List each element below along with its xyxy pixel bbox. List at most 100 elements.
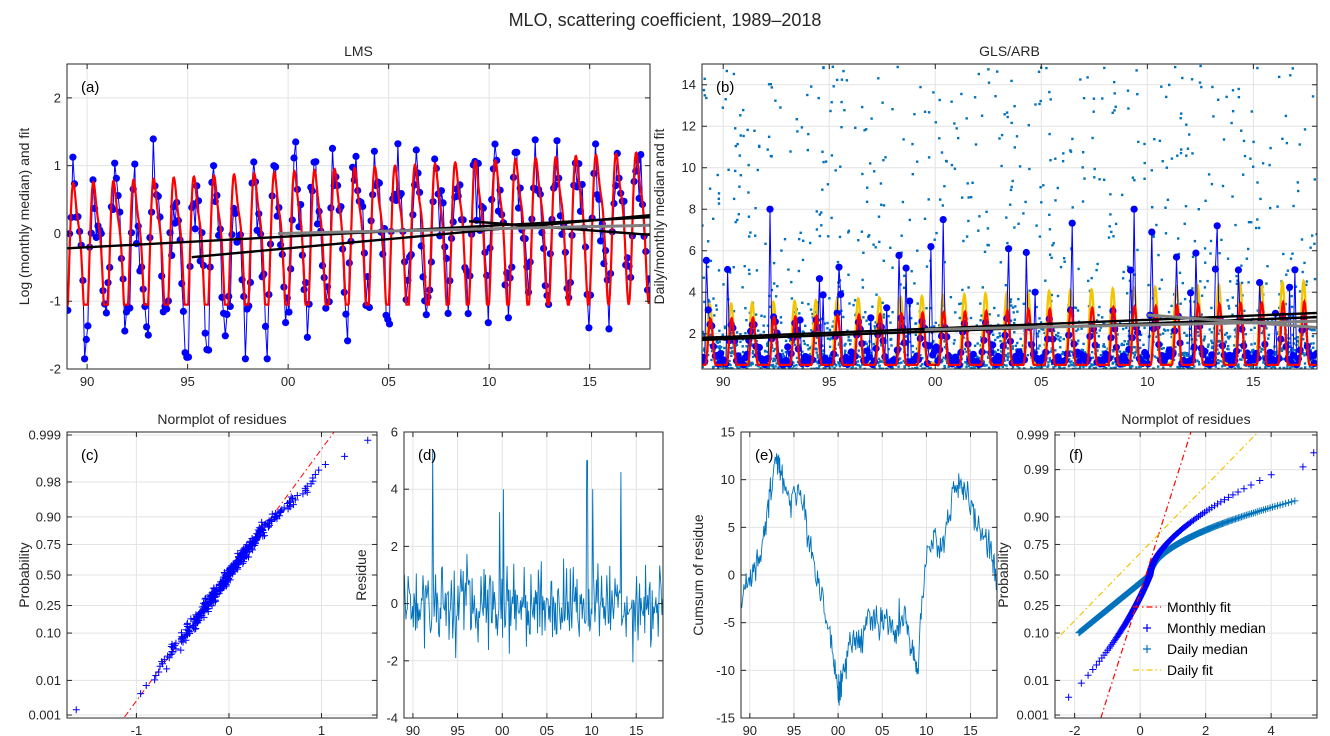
daily-point [1087,279,1090,283]
panel-tag: (f) [1069,447,1083,464]
residue-point [142,682,150,690]
daily-point [1313,329,1316,332]
daily-point [938,137,941,140]
daily-point [1311,335,1315,338]
daily-point [1188,366,1192,369]
monthly-median-point [1266,348,1274,357]
daily-point [1082,342,1085,346]
residue-point [168,640,176,648]
residue-point [163,665,171,673]
daily-point [738,154,741,157]
daily-point [1284,114,1288,118]
daily-point [734,220,737,224]
daily-point [1010,185,1013,189]
daily-point [821,150,824,153]
daily-point [965,365,968,369]
series-seasonal-fit [67,151,650,306]
daily-point [769,364,772,367]
x-tick-label: -1 [131,723,143,736]
daily-point [775,362,778,365]
daily-point [1037,70,1041,73]
y-tick-label: 0.99 [1024,462,1049,477]
daily-point [930,341,933,345]
daily-point [838,361,842,364]
monthly-median-point [865,353,873,361]
residue-point [177,646,185,654]
daily-point [1017,297,1020,301]
daily-point [1092,110,1095,113]
daily-point [916,160,919,163]
daily-point [730,331,733,335]
daily-point [799,358,803,361]
daily-point [1256,181,1259,184]
daily-point [837,343,841,346]
daily-point [1068,360,1071,364]
monthly-median-point [179,307,187,315]
monthly-median-point [81,355,89,363]
daily-point [1198,363,1201,366]
daily-point [1134,346,1137,349]
daily-point [1138,365,1141,369]
daily-point [729,367,733,369]
daily-point [914,366,917,369]
daily-point [1127,107,1130,110]
daily-point [1071,137,1074,141]
daily-point [1231,195,1234,198]
daily-point [748,235,751,238]
daily-point [738,185,741,188]
y-tick-label: -2 [386,653,398,668]
daily-point [838,235,842,239]
residue-point [185,627,193,635]
daily-point [1210,306,1213,310]
daily-point [1243,340,1247,343]
daily-point [900,234,903,237]
monthly-median-point [184,353,193,361]
daily-point [921,363,924,366]
daily-point [1278,293,1281,296]
daily-point [947,365,950,368]
daily-point [914,322,918,325]
daily-point [1009,298,1013,301]
daily-point [1006,115,1009,119]
daily-point [729,271,732,274]
daily-point [751,355,755,359]
daily-point [1148,357,1151,361]
daily-point [1217,332,1220,335]
daily-point [1225,331,1228,335]
daily-point [847,229,851,232]
daily-point [713,314,716,317]
daily-point [1139,365,1142,368]
monthly-median-point [292,138,300,146]
daily-point [1120,343,1123,347]
daily-point [1142,343,1145,346]
daily-point [1166,329,1170,332]
monthly-median-point [312,158,320,166]
daily-point [1193,239,1197,243]
monthly-median-point [126,304,134,312]
daily-point [1080,327,1083,330]
residue-point [137,690,145,698]
monthly-median-point [1213,222,1221,230]
x-tick-label: 05 [381,374,395,389]
daily-point [1197,208,1200,211]
daily-point [795,367,798,369]
daily-point [914,333,917,336]
daily-point [1059,336,1062,339]
monthly-median-point [925,342,933,350]
daily-point [862,316,865,319]
daily-point [766,148,769,151]
data-layer-c [72,432,372,718]
grid-c [67,432,377,718]
daily-point [903,366,906,369]
daily-point [891,108,894,111]
daily-point [1190,78,1194,81]
daily-point [952,342,956,345]
y-tick-label: 0.75 [1024,537,1049,552]
daily-point [824,160,828,163]
daily-point [1096,349,1099,352]
daily-point [994,338,997,342]
daily-point [732,72,736,76]
daily-point [1185,123,1188,126]
daily-point [743,265,746,268]
